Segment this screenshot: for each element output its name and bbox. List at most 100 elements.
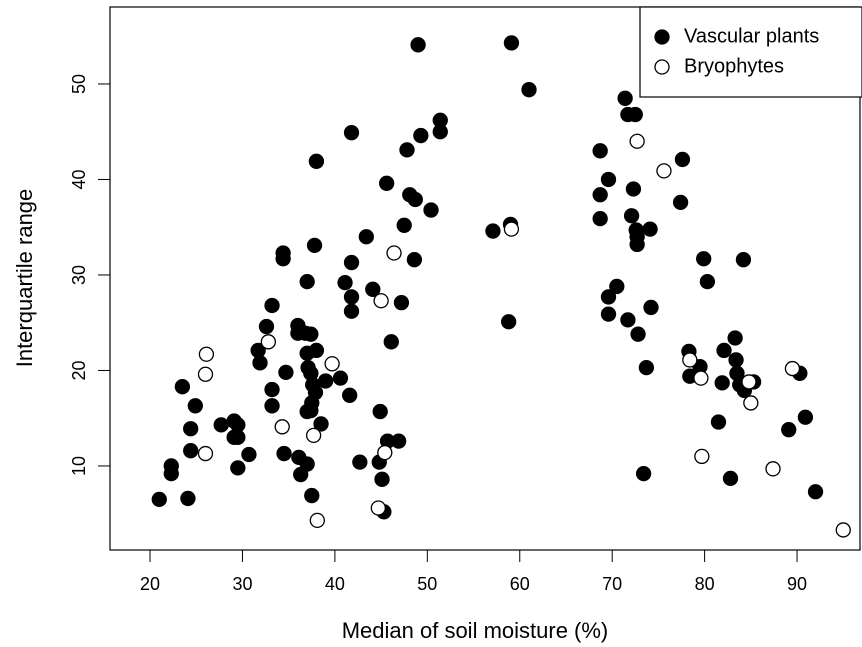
point: [180, 490, 196, 507]
x-tick-label: 30: [232, 574, 252, 594]
point: [358, 229, 374, 245]
point: [638, 359, 655, 376]
point: [264, 398, 280, 414]
point: [722, 470, 739, 487]
y-tick-label: 40: [69, 169, 89, 189]
point: [306, 237, 323, 254]
legend-label: Bryophytes: [684, 55, 784, 77]
point: [735, 252, 752, 268]
point: [503, 221, 520, 237]
point: [784, 360, 801, 377]
point: [337, 274, 353, 291]
point: [592, 187, 608, 203]
legend-marker: [654, 59, 670, 75]
point: [374, 471, 390, 487]
point: [629, 236, 645, 253]
point: [699, 274, 716, 290]
point: [656, 163, 672, 179]
point: [623, 208, 640, 224]
x-tick-label: 90: [787, 574, 807, 594]
point: [399, 142, 415, 158]
x-tick-label: 60: [510, 574, 530, 594]
point: [308, 342, 325, 359]
point: [299, 274, 315, 290]
point: [352, 454, 368, 470]
point: [213, 417, 229, 433]
point: [324, 356, 340, 372]
legend-label: Vascular plants: [684, 25, 819, 47]
point: [600, 306, 617, 322]
point: [635, 465, 652, 482]
point: [627, 106, 643, 123]
point: [278, 364, 294, 381]
point: [728, 352, 744, 368]
point: [592, 210, 608, 227]
point: [503, 35, 520, 51]
point: [407, 191, 423, 208]
point: [383, 334, 399, 350]
point: [307, 384, 324, 401]
point: [643, 299, 659, 316]
point: [630, 326, 646, 342]
point: [835, 522, 851, 538]
legend-marker: [654, 29, 670, 45]
x-tick-label: 70: [602, 574, 622, 594]
point: [432, 124, 448, 140]
point: [625, 181, 642, 197]
plot-frame: [109, 6, 861, 551]
point: [313, 416, 329, 432]
point: [343, 125, 360, 141]
point: [693, 370, 709, 386]
point: [365, 281, 381, 297]
point: [230, 460, 246, 476]
point: [305, 427, 322, 444]
y-tick-label: 50: [69, 74, 89, 94]
point: [410, 37, 426, 53]
point: [765, 461, 781, 477]
point: [276, 445, 292, 462]
point: [609, 278, 625, 295]
point: [309, 512, 325, 529]
x-tick-label: 80: [695, 574, 715, 594]
point: [174, 379, 191, 395]
point: [183, 443, 199, 459]
y-tick-label: 20: [69, 360, 89, 380]
point: [617, 90, 633, 106]
point: [629, 133, 645, 149]
point: [386, 245, 402, 261]
point: [674, 151, 691, 168]
point: [672, 194, 689, 211]
point: [396, 217, 412, 233]
point: [260, 334, 276, 350]
y-axis-label: Interquartile range: [12, 189, 37, 368]
point: [163, 465, 179, 482]
point: [187, 398, 203, 414]
point: [308, 153, 325, 169]
point: [197, 366, 214, 382]
point: [727, 330, 743, 346]
point: [332, 370, 349, 386]
x-tick-label: 40: [325, 574, 345, 594]
point: [198, 346, 215, 362]
point: [274, 419, 290, 435]
point: [620, 312, 636, 328]
point: [743, 395, 759, 411]
point: [423, 202, 439, 218]
point: [264, 381, 280, 398]
point: [521, 82, 537, 98]
point: [600, 171, 617, 188]
point: [373, 293, 389, 309]
point: [252, 355, 268, 371]
point: [370, 500, 386, 516]
y-tick-label: 10: [69, 456, 89, 476]
x-tick-label: 50: [417, 574, 437, 594]
x-tick-label: 20: [140, 574, 160, 594]
point: [807, 484, 824, 500]
point: [501, 314, 517, 330]
point: [230, 429, 246, 445]
point: [343, 303, 360, 319]
point: [797, 409, 814, 425]
point: [197, 445, 214, 462]
point: [642, 221, 658, 237]
point: [592, 143, 608, 159]
